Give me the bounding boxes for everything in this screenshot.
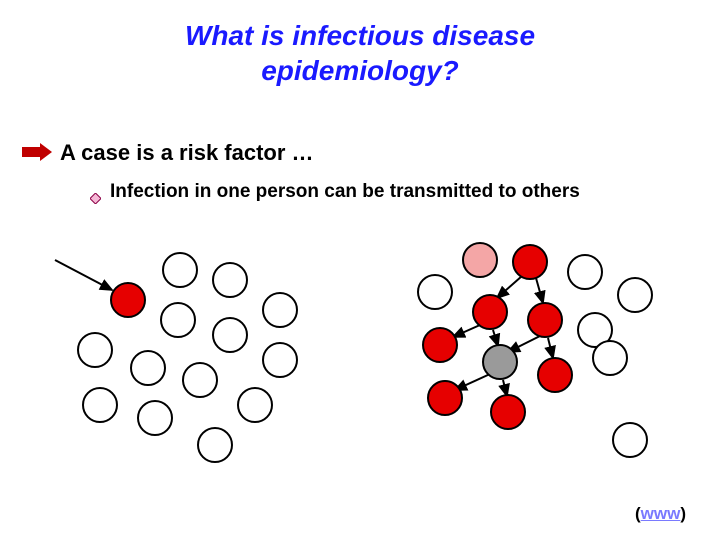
person-node <box>238 388 272 422</box>
person-node <box>263 293 297 327</box>
person-node <box>538 358 572 392</box>
person-node <box>528 303 562 337</box>
transmission-arrow <box>536 278 543 303</box>
footer-paren-close: ) <box>680 504 686 523</box>
transmission-arrow <box>497 276 522 298</box>
diamond-bullet-icon <box>90 187 101 198</box>
person-node <box>473 295 507 329</box>
person-node <box>513 245 547 279</box>
transmission-arrow <box>548 338 553 358</box>
person-node <box>418 275 452 309</box>
person-node <box>463 243 497 277</box>
footer-link[interactable]: (www) <box>635 504 686 524</box>
person-node <box>198 428 232 462</box>
transmission-arrow <box>503 380 507 396</box>
person-node <box>111 283 145 317</box>
person-node <box>593 341 627 375</box>
transmission-arrow <box>453 325 480 337</box>
person-node <box>163 253 197 287</box>
title-line-1: What is infectious disease <box>185 20 535 51</box>
person-node <box>263 343 297 377</box>
person-node <box>213 263 247 297</box>
arrow-bullet-icon <box>20 140 54 169</box>
slide-title: What is infectious disease epidemiology? <box>0 0 720 88</box>
transmission-arrow <box>493 330 498 346</box>
transmission-arrow <box>55 260 112 290</box>
person-node <box>161 303 195 337</box>
person-node <box>183 363 217 397</box>
person-node <box>483 345 517 379</box>
person-node <box>613 423 647 457</box>
sub-bullet-text: Infection in one person can be transmitt… <box>110 181 580 202</box>
person-node <box>138 401 172 435</box>
person-node <box>83 388 117 422</box>
person-node <box>618 278 652 312</box>
transmission-diagram <box>0 240 720 500</box>
person-node <box>423 328 457 362</box>
title-line-2: epidemiology? <box>261 55 459 86</box>
person-node <box>491 395 525 429</box>
person-node <box>568 255 602 289</box>
person-node <box>428 381 462 415</box>
main-bullet-text: A case is a risk factor … <box>60 140 314 166</box>
person-node <box>131 351 165 385</box>
transmission-arrow <box>455 374 490 390</box>
person-node <box>213 318 247 352</box>
footer-link-text[interactable]: www <box>641 504 681 523</box>
person-node <box>78 333 112 367</box>
sub-bullet: Infection in one person can be transmitt… <box>110 180 680 205</box>
